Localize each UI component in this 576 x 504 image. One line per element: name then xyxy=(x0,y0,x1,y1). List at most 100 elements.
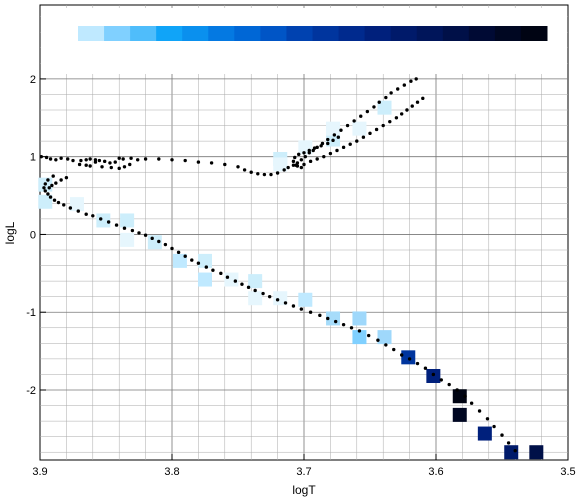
colorbar-swatch xyxy=(260,26,287,41)
colorbar-swatch xyxy=(442,26,470,41)
track-point xyxy=(117,166,121,171)
track-point xyxy=(157,157,161,161)
track-point xyxy=(307,148,311,153)
track-point xyxy=(326,137,330,142)
track-point xyxy=(414,77,418,81)
y-tick-label: 2 xyxy=(30,74,36,86)
density-cell xyxy=(248,291,263,306)
track-point xyxy=(88,164,92,168)
track-point xyxy=(485,417,490,421)
track-point xyxy=(282,168,286,172)
track-point xyxy=(415,361,420,366)
colorbar-swatch xyxy=(390,26,418,41)
track-point xyxy=(48,195,53,199)
density-cell xyxy=(273,157,288,172)
track-point xyxy=(54,181,58,185)
track-point xyxy=(359,114,363,118)
track-point xyxy=(336,135,341,139)
density-cell xyxy=(172,253,187,268)
track-point xyxy=(64,175,69,180)
track-point xyxy=(46,192,50,196)
track-point xyxy=(322,154,326,159)
track-point xyxy=(68,206,73,210)
track-point xyxy=(384,95,388,100)
track-point xyxy=(233,279,238,283)
track-point xyxy=(302,162,306,167)
track-point xyxy=(326,141,330,146)
track-point xyxy=(129,156,133,160)
colorbar-swatch xyxy=(104,26,131,41)
track-point xyxy=(439,378,443,382)
track-point xyxy=(431,372,436,377)
density-cell xyxy=(529,445,544,460)
density-cell xyxy=(120,232,135,247)
track-point xyxy=(204,265,209,269)
x-axis-label: logT xyxy=(292,483,316,497)
track-point xyxy=(108,161,112,165)
track-point xyxy=(355,139,359,143)
colorbar-swatch xyxy=(208,26,235,41)
track-point xyxy=(374,127,379,132)
track-point xyxy=(242,168,247,172)
track-point xyxy=(318,313,322,318)
track-point xyxy=(240,282,244,286)
track-point xyxy=(302,151,306,155)
track-point xyxy=(52,198,57,202)
track-point xyxy=(299,307,304,311)
track-point xyxy=(51,174,55,178)
track-point xyxy=(405,108,409,112)
track-point xyxy=(84,158,88,162)
track-point xyxy=(335,148,339,153)
track-point xyxy=(130,228,135,233)
track-point xyxy=(392,347,396,352)
track-point xyxy=(294,163,298,167)
y-tick-label: 1 xyxy=(30,152,36,164)
track-point xyxy=(326,316,330,321)
density-cell xyxy=(452,389,467,404)
track-point xyxy=(500,433,504,437)
track-point xyxy=(43,182,47,186)
track-point xyxy=(357,329,362,333)
y-tick-label: -1 xyxy=(26,307,36,319)
track-point xyxy=(249,170,253,174)
track-point xyxy=(183,254,187,258)
density-cell xyxy=(452,407,467,422)
track-point xyxy=(341,322,346,327)
track-point xyxy=(415,100,420,104)
track-point xyxy=(88,157,92,161)
track-point xyxy=(269,172,273,177)
track-point xyxy=(109,165,113,170)
colorbar-swatch xyxy=(494,26,522,41)
track-point xyxy=(333,319,338,324)
track-point xyxy=(303,154,308,159)
track-point xyxy=(246,285,251,290)
track-point xyxy=(84,163,88,167)
density-cells xyxy=(38,100,544,460)
track-point xyxy=(389,91,393,95)
density-cell xyxy=(477,426,492,441)
track-point xyxy=(47,186,51,190)
track-point xyxy=(341,145,346,150)
track-point xyxy=(137,231,141,235)
colorbar-swatch xyxy=(312,26,340,41)
track-point xyxy=(291,159,296,164)
track-point xyxy=(79,158,83,163)
track-point xyxy=(283,301,288,305)
track-point xyxy=(291,163,296,167)
density-cell xyxy=(198,272,212,287)
track-point xyxy=(463,394,467,398)
track-point xyxy=(84,212,88,216)
track-point xyxy=(56,200,61,205)
track-point xyxy=(225,275,230,279)
density-cell xyxy=(248,274,263,289)
track-point xyxy=(196,160,201,164)
track-point xyxy=(315,145,319,150)
track-point xyxy=(455,388,459,392)
track-point xyxy=(376,338,380,342)
density-cell xyxy=(377,330,392,345)
density-cell xyxy=(224,272,239,287)
track-point xyxy=(236,165,240,169)
track-point xyxy=(352,119,356,123)
track-point xyxy=(319,144,323,148)
